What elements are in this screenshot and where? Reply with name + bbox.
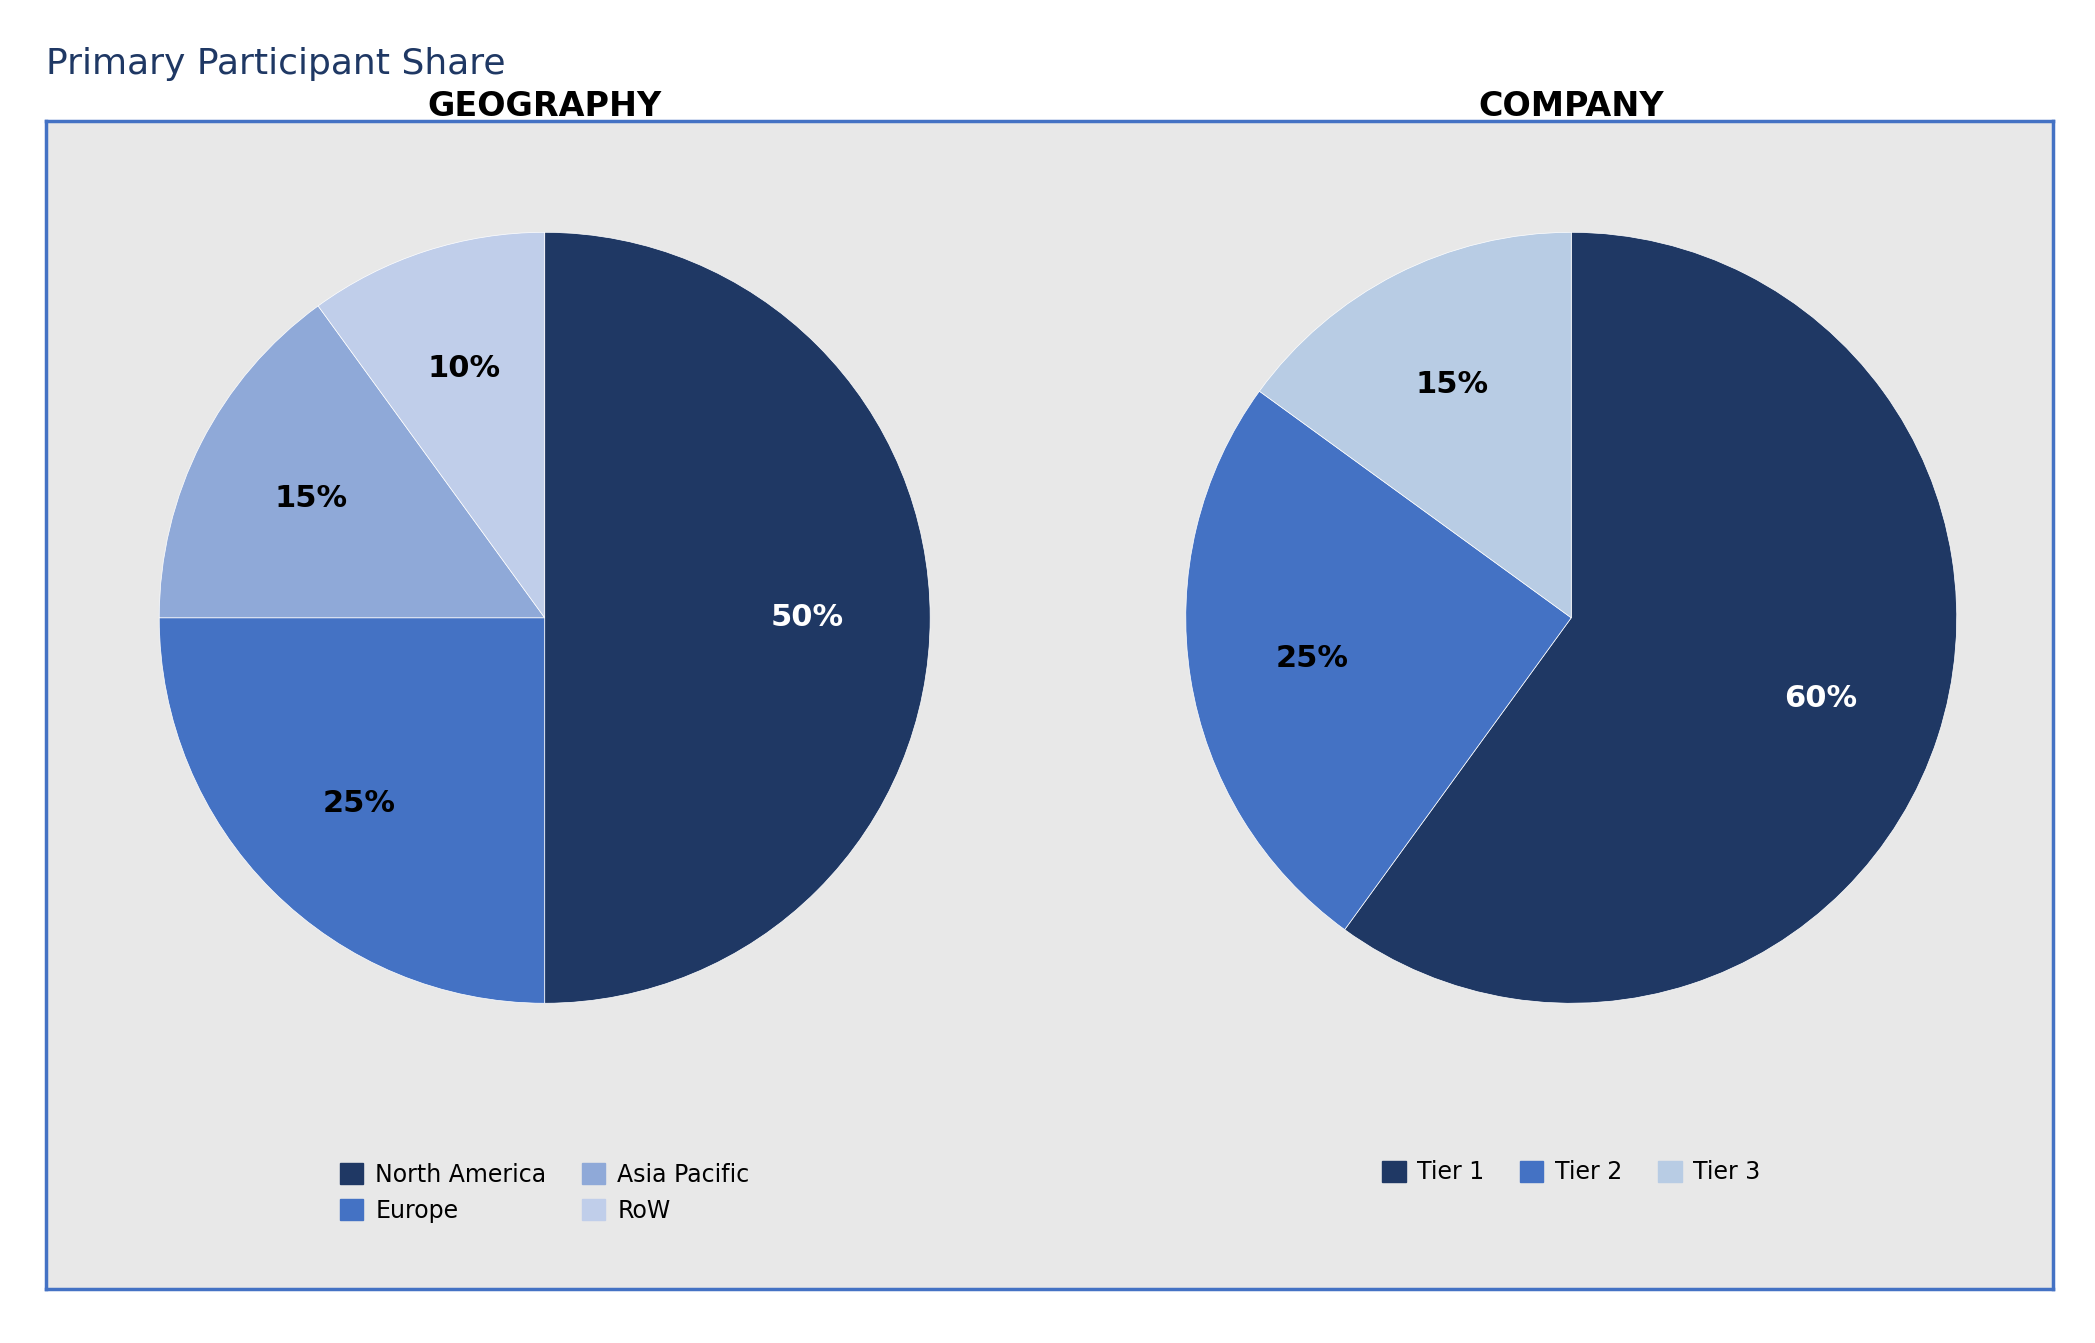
Wedge shape bbox=[1186, 391, 1571, 929]
Legend: Tier 1, Tier 2, Tier 3: Tier 1, Tier 2, Tier 3 bbox=[1383, 1160, 1760, 1185]
Text: 25%: 25% bbox=[323, 788, 396, 818]
Text: Primary Participant Share: Primary Participant Share bbox=[46, 47, 505, 81]
Wedge shape bbox=[1259, 232, 1571, 618]
Wedge shape bbox=[545, 232, 930, 1003]
Wedge shape bbox=[159, 306, 545, 618]
Wedge shape bbox=[318, 232, 545, 618]
Wedge shape bbox=[1345, 232, 1957, 1003]
Text: 50%: 50% bbox=[771, 603, 844, 633]
Title: GEOGRAPHY: GEOGRAPHY bbox=[427, 90, 662, 124]
Title: COMPANY: COMPANY bbox=[1479, 90, 1663, 124]
Text: 25%: 25% bbox=[1276, 645, 1349, 673]
Text: 15%: 15% bbox=[1416, 369, 1490, 399]
Text: 10%: 10% bbox=[427, 355, 501, 383]
Legend: North America, Europe, Asia Pacific, RoW: North America, Europe, Asia Pacific, RoW bbox=[339, 1163, 750, 1222]
Wedge shape bbox=[159, 618, 545, 1003]
Text: 15%: 15% bbox=[274, 485, 348, 513]
Text: 60%: 60% bbox=[1785, 685, 1856, 713]
